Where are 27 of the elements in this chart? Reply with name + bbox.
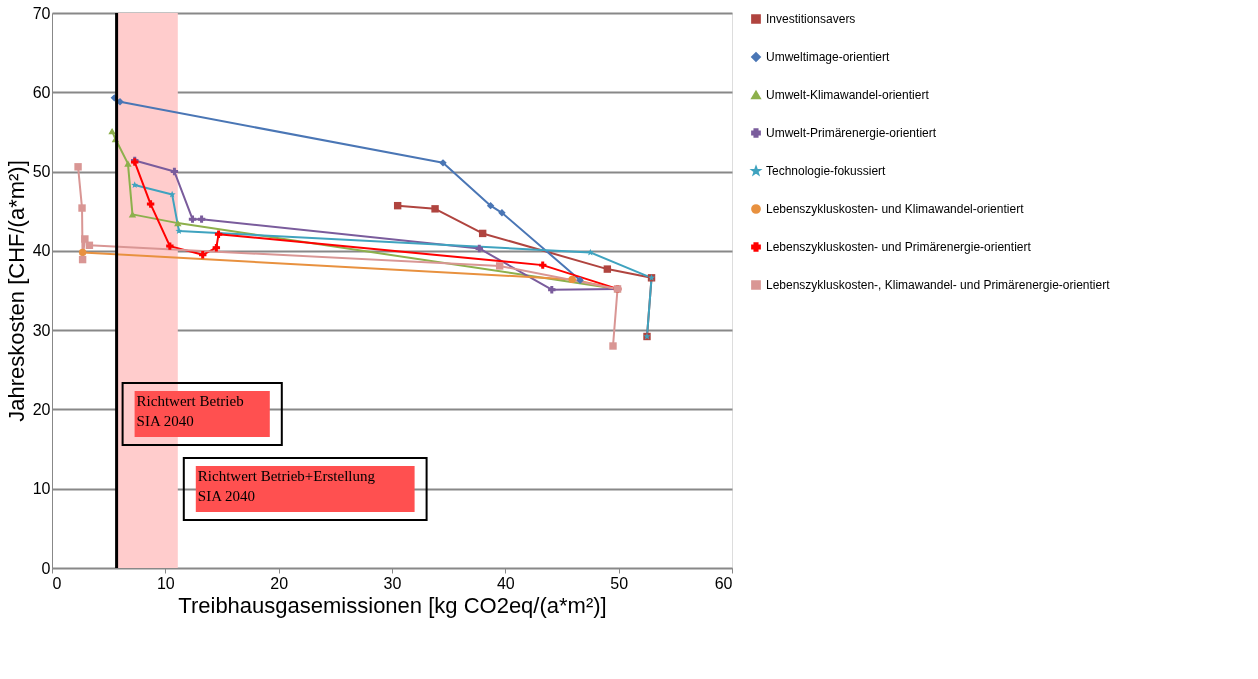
y-tick-label: 30 <box>32 321 51 339</box>
legend-label: Lebenszykluskosten-, Klimawandel- und Primärenergie-orientiert <box>766 278 1111 292</box>
x-axis-title: Treibhausgasemissionen [kg CO2eq/(a*m²)] <box>178 592 607 618</box>
legend-label: Umwelt-Primärenergie-orientiert <box>766 126 937 140</box>
y-tick-label: 50 <box>32 163 51 181</box>
y-tick-label: 40 <box>32 242 51 260</box>
band-label: Richtwert Betrieb+Erstellung SIA 2040 <box>197 468 376 504</box>
y-tick-label: 10 <box>32 480 51 498</box>
legend-label: Umweltimage-orientiert <box>766 50 891 64</box>
legend-label: Lebenszykluskosten- und Klimawandel-orientiert <box>766 202 1025 216</box>
y-tick-label: 20 <box>32 400 51 418</box>
legend-label: Technologie-fokussiert <box>766 164 887 178</box>
legend-label: Lebenszykluskosten- und Primärenergie-orientiert <box>766 240 1032 254</box>
y-tick-label: 0 <box>41 559 51 577</box>
legend-label: Umwelt-Klimawandel-orientiert <box>766 88 930 102</box>
x-tick-label: 30 <box>383 574 402 592</box>
ref-line-label: Richtwert Betrieb SIA 2040 <box>136 393 244 429</box>
y-tick-label: 70 <box>32 4 51 22</box>
x-tick-label: 50 <box>610 574 629 592</box>
y-axis-title: Jahreskosten [CHF/(a*m²)] <box>3 160 29 422</box>
y-tick-label: 60 <box>32 83 51 101</box>
x-tick-label: 0 <box>52 574 62 592</box>
x-tick-label: 40 <box>496 574 515 592</box>
legend-label: Investitionsavers <box>766 12 856 26</box>
x-tick-label: 10 <box>156 574 175 592</box>
x-tick-label: 20 <box>270 574 289 592</box>
x-tick-label: 60 <box>714 574 733 592</box>
